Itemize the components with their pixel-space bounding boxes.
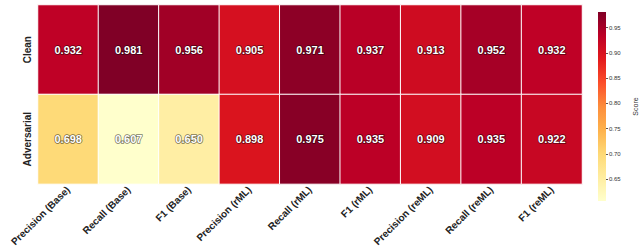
svg-text:0.85: 0.85 <box>609 75 621 81</box>
svg-text:Precision (rML): Precision (rML) <box>194 184 253 243</box>
svg-text:Precision (reML): Precision (reML) <box>372 184 435 247</box>
svg-text:0.698: 0.698 <box>54 133 82 145</box>
svg-text:0.65: 0.65 <box>609 176 621 182</box>
svg-text:0.975: 0.975 <box>296 133 324 145</box>
svg-text:0.95: 0.95 <box>609 25 621 31</box>
svg-text:0.650: 0.650 <box>175 133 203 145</box>
svg-text:0.75: 0.75 <box>609 126 621 132</box>
svg-text:0.70: 0.70 <box>609 151 621 157</box>
svg-text:Recall (Base): Recall (Base) <box>80 184 132 236</box>
svg-text:0.971: 0.971 <box>296 44 324 56</box>
svg-text:0.913: 0.913 <box>417 44 445 56</box>
svg-text:Adversarial: Adversarial <box>22 112 33 167</box>
svg-text:0.898: 0.898 <box>236 133 264 145</box>
svg-text:0.935: 0.935 <box>478 133 506 145</box>
svg-text:0.981: 0.981 <box>115 44 143 56</box>
svg-text:0.935: 0.935 <box>357 133 385 145</box>
svg-text:Score: Score <box>632 97 639 115</box>
svg-text:Recall (reML): Recall (reML) <box>443 184 495 236</box>
svg-text:Recall (rML): Recall (rML) <box>266 184 314 232</box>
svg-text:0.922: 0.922 <box>538 133 566 145</box>
svg-text:0.956: 0.956 <box>175 44 203 56</box>
svg-text:0.909: 0.909 <box>417 133 445 145</box>
svg-text:F1 (Base): F1 (Base) <box>153 184 193 224</box>
svg-text:F1 (reML): F1 (reML) <box>516 184 556 224</box>
svg-text:0.932: 0.932 <box>538 44 566 56</box>
svg-text:0.607: 0.607 <box>115 133 143 145</box>
svg-text:0.937: 0.937 <box>357 44 385 56</box>
svg-text:0.90: 0.90 <box>609 50 621 56</box>
svg-text:0.952: 0.952 <box>478 44 506 56</box>
svg-text:0.905: 0.905 <box>236 44 264 56</box>
svg-text:0.80: 0.80 <box>609 100 621 106</box>
svg-text:0.932: 0.932 <box>54 44 82 56</box>
svg-text:F1 (rML): F1 (rML) <box>339 184 375 220</box>
svg-text:Clean: Clean <box>22 36 33 63</box>
svg-text:Precision (Base): Precision (Base) <box>9 184 72 247</box>
